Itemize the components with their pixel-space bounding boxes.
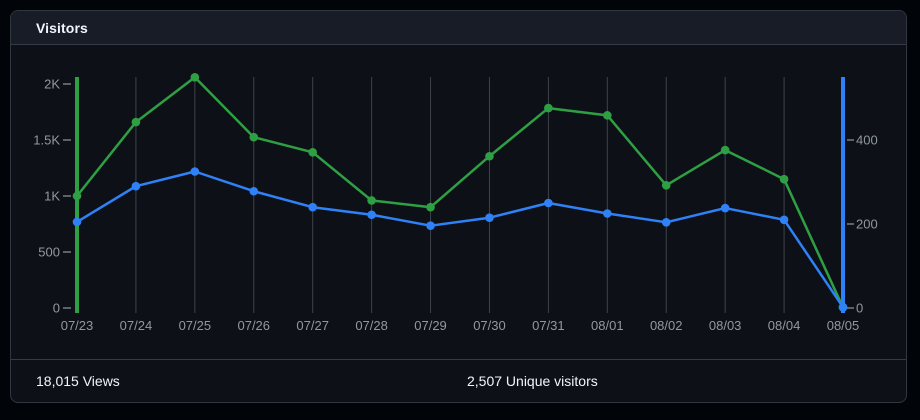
data-point[interactable] <box>720 145 730 155</box>
data-point[interactable] <box>72 217 82 227</box>
x-axis-tick-label: 08/04 <box>768 318 801 333</box>
views-line <box>75 76 845 309</box>
data-point[interactable] <box>249 132 259 142</box>
gridlines <box>135 77 785 313</box>
card-header: Visitors <box>11 11 906 45</box>
x-axis-tick-label: 08/01 <box>591 318 624 333</box>
data-point[interactable] <box>779 174 789 184</box>
data-point[interactable] <box>72 191 82 201</box>
unique-visitors-total: 2,507 Unique visitors <box>467 373 598 389</box>
data-point[interactable] <box>367 210 376 220</box>
data-point[interactable] <box>485 151 494 161</box>
right-axis-tick-label: 0 <box>856 301 863 316</box>
data-point[interactable] <box>426 221 435 230</box>
x-axis-tick-label: 07/26 <box>237 318 270 333</box>
views-series <box>72 72 848 312</box>
left-axis-tick-label: 500 <box>38 245 60 260</box>
data-point[interactable] <box>838 302 848 312</box>
left-axis-tick-label: 1K <box>44 189 60 204</box>
visitors-card: Visitors 0 500 1K 1.5K 2K 0 200 400 07/23 07/24 07… <box>10 10 907 403</box>
right-axis-tick-label: 400 <box>856 133 878 148</box>
unique-visitors-line <box>75 170 845 309</box>
data-point[interactable] <box>720 203 730 213</box>
right-axis-labels: 0 200 400 <box>847 133 878 316</box>
data-point[interactable] <box>661 218 671 227</box>
card-title: Visitors <box>36 19 88 36</box>
x-axis-tick-label: 07/25 <box>179 318 212 333</box>
left-axis-tick-label: 0 <box>53 301 60 316</box>
data-point[interactable] <box>485 213 494 222</box>
visitors-chart-area: 0 500 1K 1.5K 2K 0 200 400 07/23 07/24 07/25 07/26 0… <box>11 45 906 359</box>
x-axis-labels: 07/23 07/24 07/25 07/26 07/27 07/28 07/29 07/30… <box>61 318 860 333</box>
x-axis-tick-label: 07/30 <box>473 318 506 333</box>
left-axis-tick-label: 2K <box>44 77 60 92</box>
card-footer: 18,015 Views 2,507 Unique visitors <box>11 359 906 402</box>
data-point[interactable] <box>544 198 553 208</box>
data-point[interactable] <box>426 202 435 212</box>
left-axis-tick-label: 1.5K <box>33 133 60 148</box>
data-point[interactable] <box>131 181 141 191</box>
data-point[interactable] <box>308 148 317 157</box>
x-axis-tick-label: 07/24 <box>120 318 153 333</box>
data-point[interactable] <box>367 196 376 205</box>
data-point[interactable] <box>661 181 671 190</box>
data-point[interactable] <box>249 186 259 196</box>
right-axis-tick-label: 200 <box>856 217 878 232</box>
x-axis-tick-label: 07/28 <box>355 318 388 333</box>
unique-visitors-series <box>72 167 848 312</box>
x-axis-tick-label: 08/03 <box>709 318 742 333</box>
data-point[interactable] <box>603 111 612 120</box>
data-point[interactable] <box>603 209 612 218</box>
data-point[interactable] <box>308 202 317 212</box>
x-axis-tick-label: 07/23 <box>61 318 94 333</box>
x-axis-tick-label: 08/05 <box>827 318 860 333</box>
data-point[interactable] <box>190 167 200 176</box>
data-point[interactable] <box>779 215 789 225</box>
data-point[interactable] <box>131 117 141 127</box>
x-axis-tick-label: 07/29 <box>414 318 447 333</box>
x-axis-tick-label: 07/27 <box>296 318 329 333</box>
data-point[interactable] <box>190 72 200 82</box>
views-total: 18,015 Views <box>36 373 120 389</box>
x-axis-tick-label: 08/02 <box>650 318 683 333</box>
left-axis-labels: 0 500 1K 1.5K 2K <box>33 77 71 316</box>
x-axis-tick-label: 07/31 <box>532 318 565 333</box>
data-point[interactable] <box>544 103 553 113</box>
